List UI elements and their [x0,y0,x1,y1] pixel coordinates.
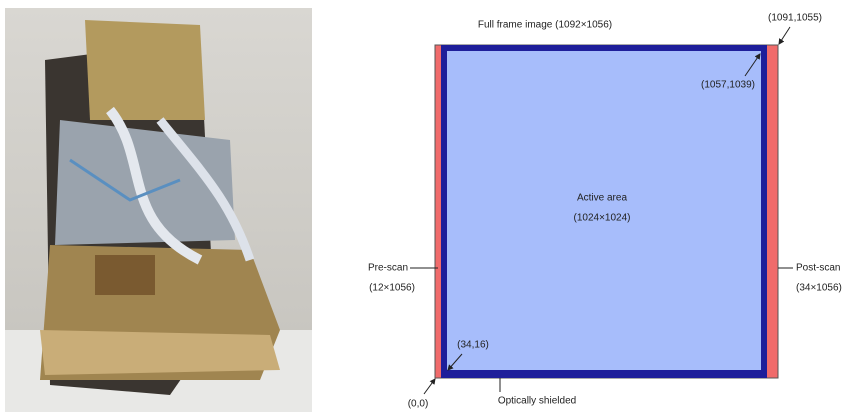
arrow [778,26,791,45]
prescan-size: (12×1056) [369,283,415,294]
ccd-diagram: Full frame image (1092×1056) (1091,1055)… [368,13,842,410]
arrow [744,53,761,77]
postscan-size: (34×1056) [796,283,842,294]
area-label: Active area [577,193,627,204]
area-size: (1024×1024) [574,213,631,224]
arrow [447,353,463,371]
corner-label: (34,16) [457,340,489,351]
frame-label: Full frame image (1092×1056) [478,20,612,31]
corner-label: (1057,1039) [701,80,755,91]
shield-label: Optically shielded [498,396,576,407]
prescan-label: Pre-scan [368,263,408,274]
active-area [447,51,761,370]
corner-label: (0,0) [408,399,429,410]
corner-label: (1091,1055) [768,13,822,24]
instrument-photo [5,8,312,412]
postscan-label: Post-scan [796,263,840,274]
arrow [423,378,436,395]
